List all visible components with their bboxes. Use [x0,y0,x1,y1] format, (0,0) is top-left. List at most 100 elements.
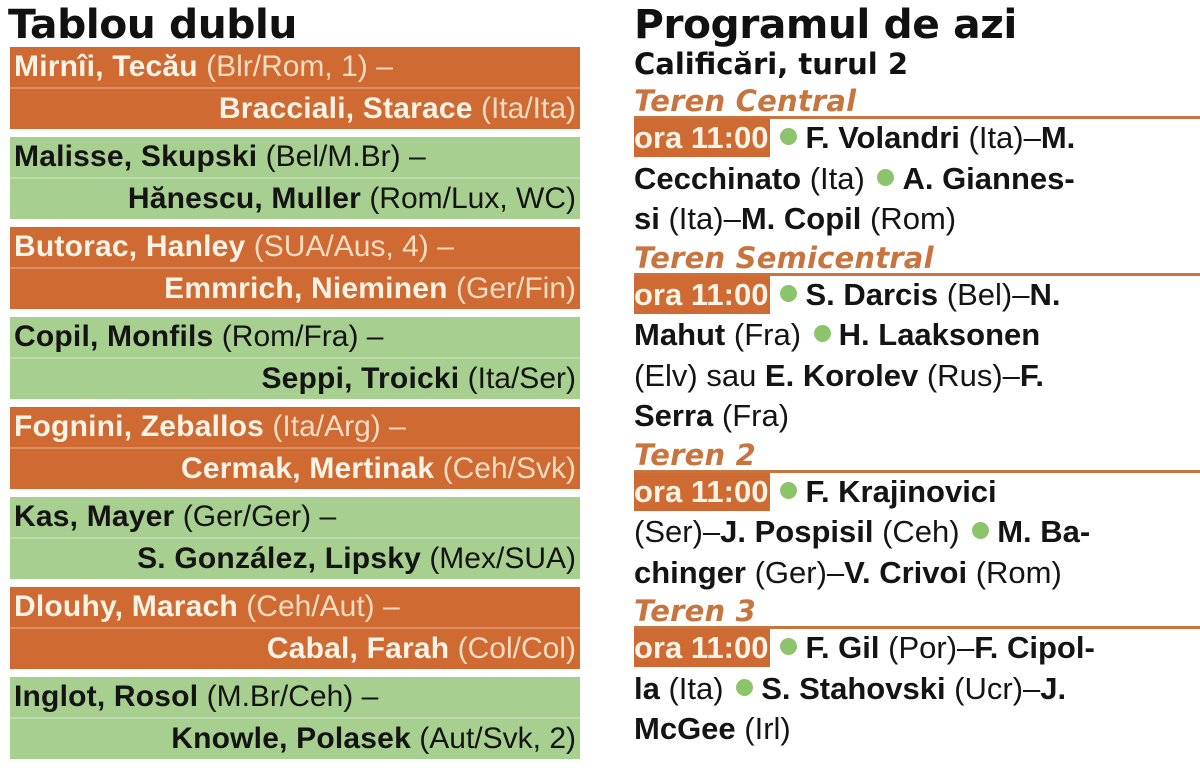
court-name: Teren 2 [634,437,757,472]
country: (Ucr)– [945,670,1041,706]
country: (Ita)– [959,120,1041,155]
country: (Ceh) [873,514,969,549]
schedule-line: Cecchinato (Ita) A. Giannes- [634,159,1200,200]
team-names: Knowle, Polasek [171,722,411,755]
country: (Rom) [861,201,957,236]
team-names: Inglot, Rosol [14,680,199,713]
match-team1: Malisse, Skupski (Bel/M.Br) – [10,137,580,177]
team-countries: (Blr/Rom, 1) – [197,50,393,83]
schedule-line: si (Ita)–M. Copil (Rom) [634,199,1200,240]
player: chinger [634,554,746,590]
player: J. [1040,670,1067,706]
bullet-icon [780,638,798,655]
match-team2: Cabal, Farah (Col/Col) [10,627,580,669]
team-countries: (SUA/Aus, 4) – [245,230,454,263]
match-team1: Kas, Mayer (Ger/Ger) – [10,497,580,537]
country: (Ita)– [659,201,741,236]
player: F. [1019,357,1045,393]
team-countries: (Ger/Fin) [447,272,576,305]
team-countries: (Ita/Ser) [459,362,576,395]
match-box-6: Kas, Mayer (Ger/Ger) – S. González, Lips… [10,497,580,579]
match-box-1: Mirnîi, Tecău (Blr/Rom, 1) – Bracciali, … [10,47,580,129]
match-team2: S. González, Lipsky (Mex/SUA) [10,537,580,579]
team-countries: (Ceh/Aut) – [237,590,400,623]
match-box-2: Malisse, Skupski (Bel/M.Br) – Hănescu, M… [10,137,580,219]
match-team1: Dlouhy, Marach (Ceh/Aut) – [10,587,580,627]
court-schedule-central: ora 11:00 F. Volandri (Ita)–M. Cecchinato… [634,118,1200,240]
match-box-4: Copil, Monfils (Rom/Fra) – Seppi, Troick… [10,317,580,399]
team-names: Cabal, Farah [266,632,450,665]
match-box-3: Butorac, Hanley (SUA/Aus, 4) – Emmrich, … [10,227,580,309]
player: S. Darcis [805,276,939,312]
court-heading-3: Teren 3 [634,594,1200,629]
player: Cecchinato [634,160,802,196]
court-heading-2: Teren 2 [634,437,1200,473]
player: H. Laaksonen [838,317,1041,352]
bullet-icon [877,168,895,186]
player: S. Stahovski [761,670,946,706]
player: si [634,201,660,236]
schedule-line: ora 11:00 F. Gil (Por)–F. Cipol- [634,628,1200,669]
bullet-icon [780,128,798,145]
schedule-title: Programul de azi [634,2,1017,48]
court-name: Teren Central [634,84,857,118]
schedule-line: ora 11:00 F. Krajinovici [634,472,1200,513]
country: (Fra) [713,398,790,433]
country: (Rom) [967,554,1062,590]
player: F. Gil [805,630,880,665]
country: (Irl) [735,711,791,746]
schedule-line: Serra (Fra) [634,396,1200,437]
team-countries: (Col/Col) [449,632,576,665]
schedule-line: Mahut (Fra) H. Laaksonen [634,315,1200,356]
court-name: Teren Semicentral [634,240,934,275]
country: (Bel)– [938,276,1030,312]
team-names: S. González, Lipsky [137,542,421,575]
player: M. [1040,120,1076,155]
match-team2: Knowle, Polasek (Aut/Svk, 2) [10,717,580,759]
match-team2: Hănescu, Muller (Rom/Lux, WC) [10,177,580,219]
match-team1: Mirnîi, Tecău (Blr/Rom, 1) – [10,47,580,87]
team-countries: (Aut/Svk, 2) [410,722,576,755]
schedule-line: ora 11:00 F. Volandri (Ita)–M. [634,118,1200,159]
country: (Ser)– [634,514,721,549]
team-names: Dlouhy, Marach [14,590,238,623]
match-team1: Copil, Monfils (Rom/Fra) – [10,317,580,357]
team-names: Kas, Mayer [14,500,175,533]
player: Serra [634,398,714,433]
schedule-subtitle: Calificări, turul 2 [634,47,909,81]
doubles-draw-title: Tablou dublu [8,2,297,48]
match-team1: Butorac, Hanley (SUA/Aus, 4) – [10,227,580,267]
schedule-line: (Ser)–J. Pospisil (Ceh) M. Ba- [634,512,1200,553]
match-box-8: Inglot, Rosol (M.Br/Ceh) – Knowle, Polas… [10,677,580,759]
player: F. Cipol- [974,630,1095,665]
team-names: Copil, Monfils [14,320,214,353]
player: E. Korolev [764,357,919,393]
court-divider [634,469,1200,473]
team-countries: (Bel/M.Br) – [257,140,426,173]
schedule-line: (Elv) sau E. Korolev (Rus)–F. [634,356,1200,397]
player: V. Crivoi [844,554,968,590]
player: F. Krajinovici [805,473,997,509]
schedule-line: ora 11:00 S. Darcis (Bel)–N. [634,275,1200,316]
team-names: Seppi, Troicki [261,362,460,395]
bullet-icon [972,522,990,539]
team-countries: (Mex/SUA) [420,542,576,575]
match-team2: Emmrich, Nieminen (Ger/Fin) [10,267,580,309]
player: F. Volandri [805,120,960,155]
team-countries: (Rom/Lux, WC) [360,182,576,215]
team-countries: (Ita/Arg) – [264,410,406,443]
court-name: Teren 3 [634,594,757,628]
match-team2: Cermak, Mertinak (Ceh/Svk) [10,447,580,489]
bullet-icon [813,325,831,342]
country: (Fra) [725,317,810,352]
team-countries: (Ita/Ita) [472,92,576,125]
team-names: Mirnîi, Tecău [14,50,198,83]
team-names: Malisse, Skupski [14,140,258,173]
court-schedule-2: ora 11:00 F. Krajinovici (Ser)–J. Pospisi… [634,472,1200,594]
player: Mahut [634,317,726,352]
player: la [634,670,660,706]
country: (Por)– [879,630,975,665]
match-team1: Fognini, Zeballos (Ita/Arg) – [10,407,580,447]
team-names: Butorac, Hanley [14,230,246,263]
court-schedule-3: ora 11:00 F. Gil (Por)–F. Cipol- la (Ita)… [634,628,1200,750]
